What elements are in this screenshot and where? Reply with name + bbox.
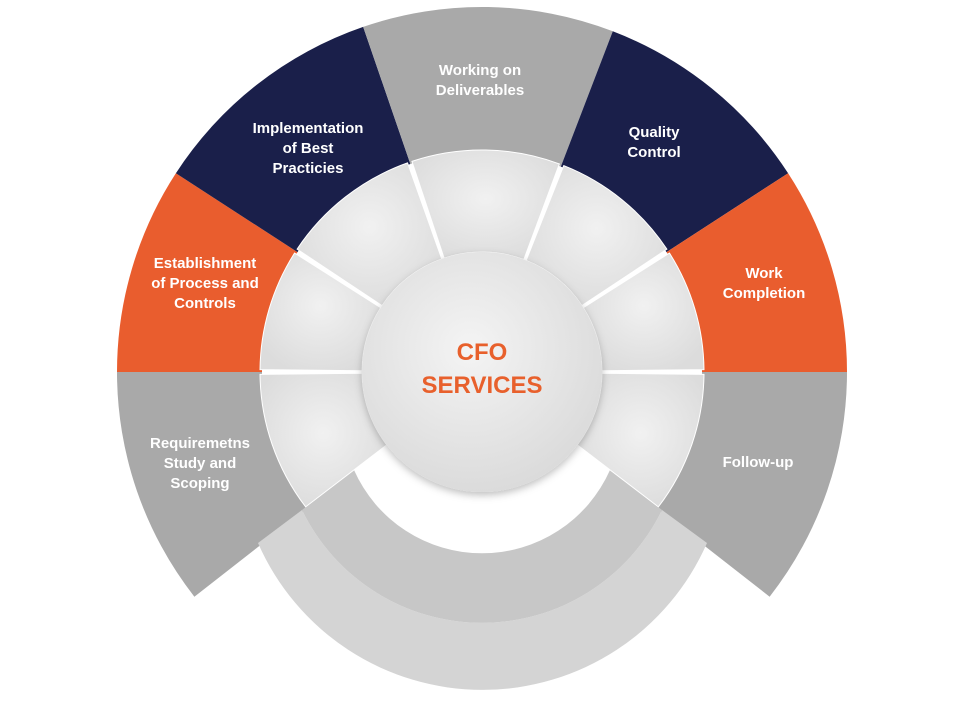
segment-label-followup: Follow-up <box>723 454 794 471</box>
segment-label-line: Working on <box>439 62 521 79</box>
bottom-sweep <box>258 470 707 690</box>
segment-label-line: of Process and <box>151 275 259 292</box>
segment-label-completion: Work Completion <box>723 265 806 302</box>
center-title-line2: SERVICES <box>422 372 543 399</box>
center-title-line1: CFO <box>457 339 508 366</box>
center-hub: CFO SERVICES <box>362 252 602 492</box>
segment-label-line: Scoping <box>170 475 229 492</box>
segment-label-line: Requiremetns <box>150 435 250 452</box>
segment-label-establishment: Establishment of Process and Controls <box>151 255 259 312</box>
bottom-sweep-inner <box>302 470 662 623</box>
bottom-sweep-outer <box>258 510 707 690</box>
segment-labels: Requiremetns Study and Scoping Establishmen… <box>150 62 805 492</box>
segment-deliverables <box>363 7 613 167</box>
segment-label-line: Controls <box>174 295 236 312</box>
segment-label-line: Practicies <box>273 160 344 177</box>
segment-label-line: Quality <box>629 124 681 141</box>
segment-completion <box>666 173 847 372</box>
segment-label-implementation: Implementation of Best Practicies <box>253 120 364 177</box>
segment-establishment <box>117 173 298 372</box>
segment-label-quality: Quality Control <box>627 124 680 161</box>
inner-ring <box>259 149 705 508</box>
center-circle <box>362 252 602 492</box>
segment-requirements <box>117 372 309 597</box>
segment-label-line: Establishment <box>154 255 257 272</box>
segment-label-line: Control <box>627 144 680 161</box>
segment-label-deliverables: Working on Deliverables <box>436 62 524 99</box>
segment-label-line: of Best <box>283 140 334 157</box>
segment-implementation <box>175 26 411 253</box>
segment-label-line: Implementation <box>253 120 364 137</box>
segment-label-line: Completion <box>723 285 806 302</box>
segment-label-line: Follow-up <box>723 454 794 471</box>
segment-label-requirements: Requiremetns Study and Scoping <box>150 435 250 492</box>
segment-label-line: Work <box>745 265 783 282</box>
segment-label-line: Study and <box>164 455 237 472</box>
segment-label-line: Deliverables <box>436 82 524 99</box>
